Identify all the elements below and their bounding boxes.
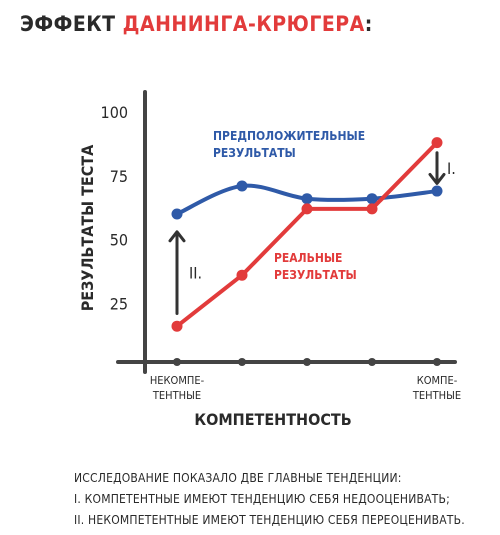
actual-series-point	[301, 203, 313, 215]
annotation-label: I.	[447, 159, 456, 178]
footer-line: I. КОМПЕТЕНТНЫЕ ИМЕЮТ ТЕНДЕНЦИЮ СЕБЯ НЕД…	[74, 492, 450, 506]
annotation-arrowhead	[168, 230, 186, 243]
x-tick-dot	[173, 358, 181, 366]
actual-series-label: РЕАЛЬНЫЕ	[274, 251, 342, 265]
annotation-arrowhead	[428, 172, 446, 185]
dunning-kruger-chart: 25 50 75 100 НЕКОМПЕ- ТЕНТНЫЕ КОМПЕ- ТЕНТНЫЕ КОМ…	[78, 90, 461, 429]
page-title: ЭФФЕКТ ДАННИНГА-КРЮГЕРА:	[20, 12, 373, 36]
footer-text: ИССЛЕДОВАНИЕ ПОКАЗАЛО ДВЕ ГЛАВНЫЕ ТЕНДЕН…	[74, 468, 494, 531]
estimated-series-point	[301, 193, 313, 205]
chart-labels: 25 50 75 100 НЕКОМПЕ- ТЕНТНЫЕ КОМПЕ- ТЕНТНЫЕ КОМ…	[78, 103, 461, 429]
actual-series-point	[236, 269, 248, 281]
actual-series-line	[175, 140, 439, 329]
estimated-series-label: РЕЗУЛЬТАТЫ	[213, 146, 296, 160]
y-tick-label: 25	[110, 294, 128, 313]
title-prefix: ЭФФЕКТ	[20, 12, 116, 36]
y-tick-label: 50	[110, 231, 128, 250]
x-tick-dot	[433, 358, 441, 366]
actual-series-point	[171, 320, 183, 332]
estimated-series-point	[171, 208, 183, 220]
series-lines	[171, 137, 443, 332]
x-tick-dot	[368, 358, 376, 366]
x-tick-label: КОМПЕ-	[417, 374, 458, 387]
title-highlight: ДАННИНГА-КРЮГЕРА	[122, 12, 365, 36]
x-tick-dot	[238, 358, 246, 366]
y-axis-title: РЕЗУЛЬТАТЫ ТЕСТА	[78, 144, 97, 311]
actual-series-point	[431, 137, 443, 149]
x-tick-dot	[303, 358, 311, 366]
annotation-label: II.	[189, 264, 202, 283]
x-tick-label: НЕКОМПЕ-	[150, 374, 205, 387]
y-tick-label: 100	[101, 103, 128, 122]
x-axis-title: КОМПЕТЕНТНОСТЬ	[194, 410, 351, 429]
x-tick-label: ТЕНТНЫЕ	[412, 389, 461, 402]
axes	[116, 90, 457, 374]
y-tick-label: 75	[110, 167, 128, 186]
footer-line: ИССЛЕДОВАНИЕ ПОКАЗАЛО ДВЕ ГЛАВНЫЕ ТЕНДЕН…	[74, 471, 402, 485]
actual-series-label: РЕЗУЛЬТАТЫ	[274, 268, 357, 282]
x-tick-label: ТЕНТНЫЕ	[152, 389, 201, 402]
footer-line: II. НЕКОМПЕТЕНТНЫЕ ИМЕЮТ ТЕНДЕНЦИЮ СЕБЯ …	[74, 513, 465, 527]
estimated-series-point	[431, 185, 443, 197]
estimated-series-point	[236, 180, 248, 192]
estimated-series-point	[366, 193, 378, 205]
estimated-series-label: ПРЕДПОЛОЖИТЕЛЬНЫЕ	[213, 129, 365, 143]
title-suffix: :	[364, 12, 373, 36]
actual-series-point	[366, 203, 378, 215]
